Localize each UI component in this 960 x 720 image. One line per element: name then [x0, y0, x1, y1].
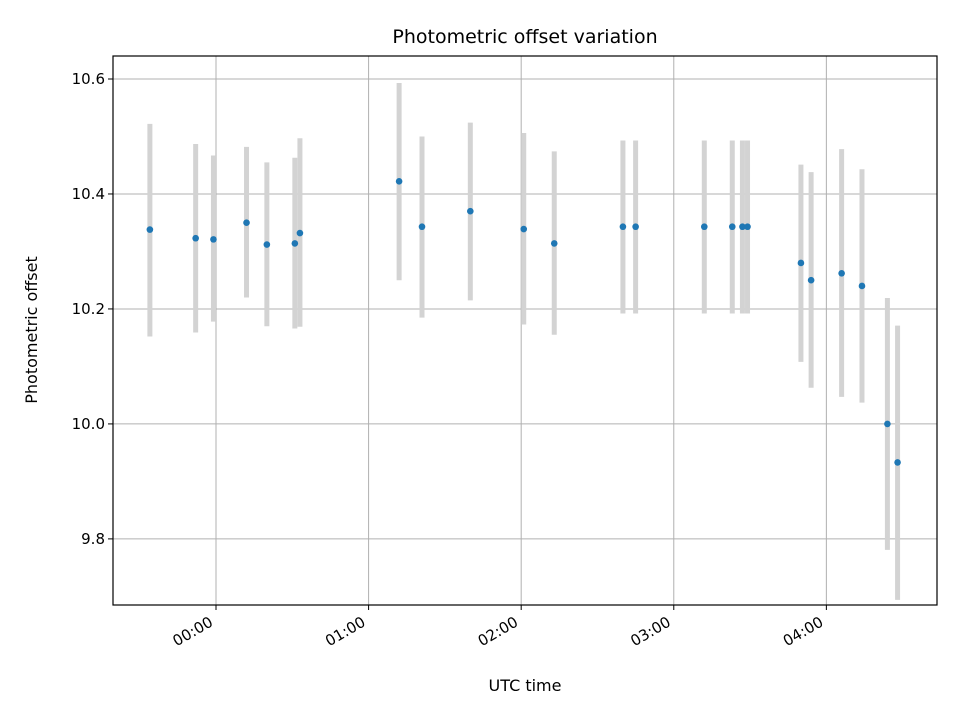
- data-point: [700, 223, 708, 231]
- y-tick-label: 10.2: [72, 300, 105, 318]
- data-point: [146, 226, 154, 233]
- plot-frame: [112, 55, 938, 606]
- y-tick-label: 9.8: [81, 530, 105, 548]
- data-point: [418, 223, 426, 231]
- data-point: [210, 236, 217, 243]
- data-point: [263, 241, 271, 248]
- data-point: [291, 240, 299, 247]
- data-point: [520, 225, 528, 233]
- data-point: [884, 420, 891, 428]
- data-point: [739, 223, 746, 231]
- data-point: [395, 178, 403, 185]
- data-point: [838, 270, 845, 277]
- y-tick-label: 10.6: [72, 70, 105, 88]
- data-point: [192, 234, 199, 242]
- data-point: [632, 223, 639, 231]
- data-points: [146, 178, 901, 466]
- data-point: [467, 207, 474, 215]
- y-tick-label: 10.4: [72, 185, 105, 203]
- data-point: [894, 459, 901, 466]
- data-point: [243, 219, 250, 227]
- data-point: [728, 223, 736, 231]
- data-point: [807, 276, 815, 284]
- data-point: [619, 223, 627, 231]
- data-point: [744, 223, 751, 231]
- data-point: [858, 282, 866, 290]
- data-point: [797, 259, 805, 267]
- data-point: [296, 229, 304, 237]
- y-tick-label: 10.0: [72, 415, 105, 433]
- data-point: [550, 240, 558, 247]
- chart-title: Photometric offset variation: [392, 26, 657, 48]
- x-axis-label: UTC time: [489, 676, 562, 695]
- y-axis-label: Photometric offset: [22, 256, 41, 404]
